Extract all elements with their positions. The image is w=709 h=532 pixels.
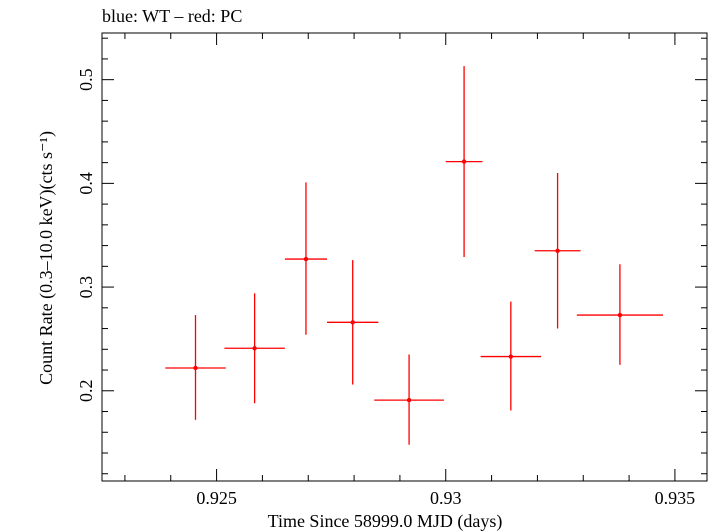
y-tick-label: 0.4 — [76, 172, 96, 195]
minor-ticks — [102, 33, 707, 481]
data-point — [445, 66, 483, 257]
point-marker — [555, 248, 560, 253]
point-marker — [252, 346, 257, 351]
data-point — [374, 354, 444, 445]
y-axis-ticks: 0.2 0.3 0.4 0.5 — [76, 68, 707, 402]
data-point — [284, 182, 328, 335]
x-tick-label: 0.925 — [196, 488, 237, 508]
y-axis-label: Count Rate (0.3–10.0 keV)(cts s⁻¹) — [36, 131, 57, 385]
point-marker — [303, 256, 309, 262]
point-marker — [406, 397, 412, 403]
x-tick-label: 0.935 — [655, 488, 696, 508]
y-tick-label: 0.2 — [76, 380, 96, 403]
data-point — [480, 301, 542, 411]
point-marker — [193, 365, 198, 371]
data-point — [534, 173, 581, 329]
point-marker — [461, 159, 467, 164]
plot-frame — [101, 32, 708, 482]
chart-title: blue: WT – red: PC — [102, 6, 242, 26]
x-axis-label: Time Since 58999.0 MJD (days) — [268, 511, 503, 532]
point-marker — [350, 320, 355, 325]
point-marker — [508, 354, 514, 359]
data-points — [165, 66, 663, 445]
point-marker — [617, 312, 623, 318]
data-point — [224, 293, 285, 404]
x-tick-label: 0.93 — [430, 488, 462, 508]
y-tick-label: 0.3 — [76, 276, 96, 299]
data-point — [576, 264, 663, 365]
y-tick-label: 0.5 — [76, 68, 96, 91]
data-point — [327, 260, 379, 385]
data-point — [165, 315, 226, 420]
x-axis-ticks: 0.925 0.93 0.935 — [196, 33, 695, 508]
